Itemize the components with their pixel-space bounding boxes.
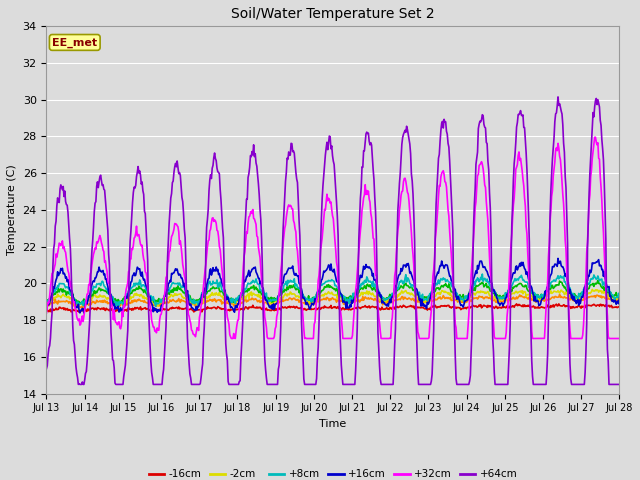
- Title: Soil/Water Temperature Set 2: Soil/Water Temperature Set 2: [231, 7, 435, 21]
- Text: EE_met: EE_met: [52, 37, 97, 48]
- Y-axis label: Temperature (C): Temperature (C): [7, 165, 17, 255]
- X-axis label: Time: Time: [319, 419, 346, 429]
- Legend: -16cm, -8cm, -2cm, +2cm, +8cm, +16cm, +32cm, +64cm: -16cm, -8cm, -2cm, +2cm, +8cm, +16cm, +3…: [145, 465, 522, 480]
